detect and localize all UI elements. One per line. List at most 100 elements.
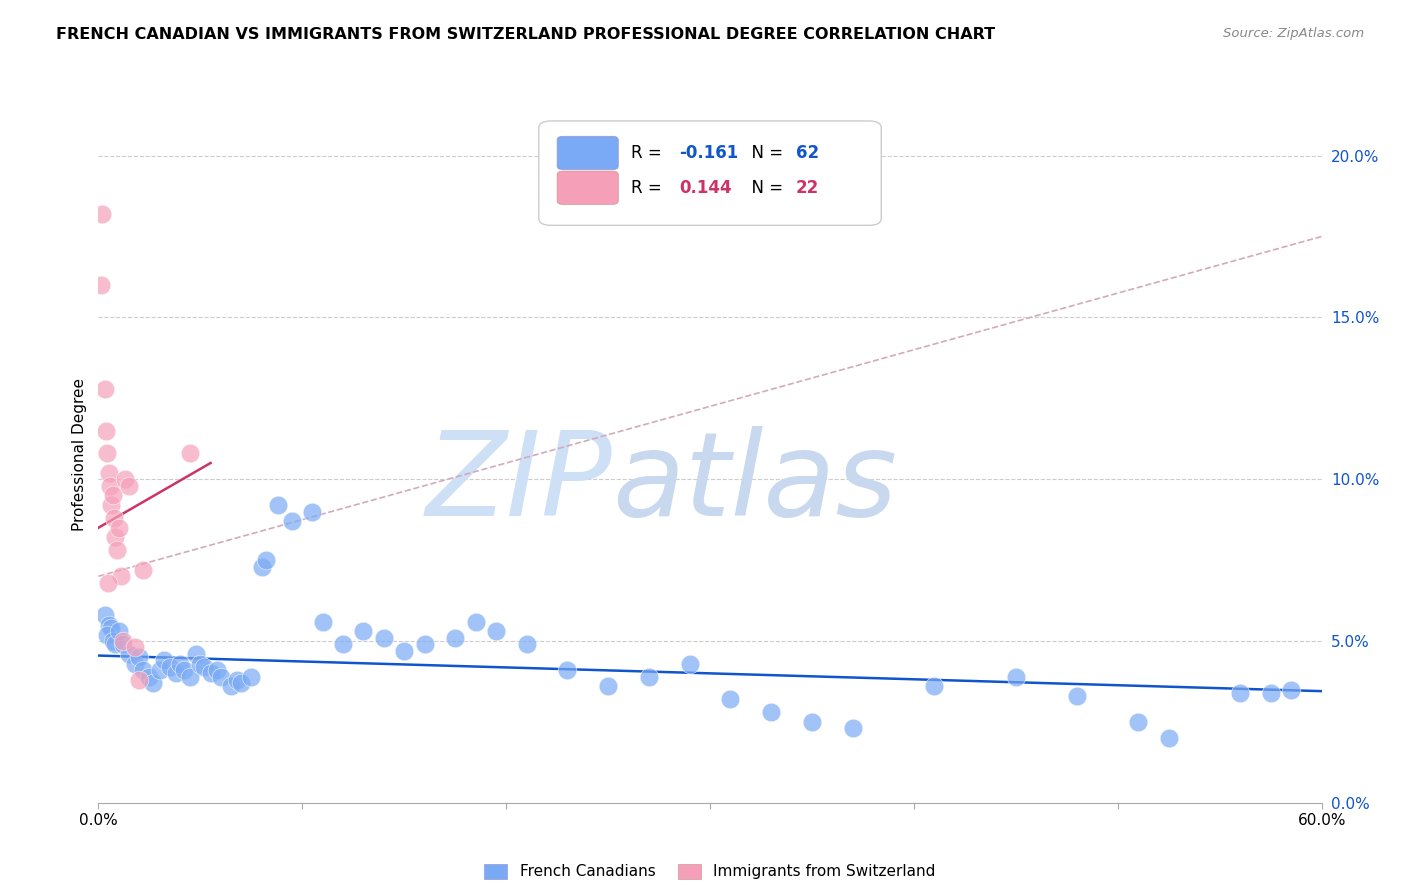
Point — [557, 663, 579, 677]
Point — [97, 617, 120, 632]
Point — [111, 634, 134, 648]
Point — [922, 679, 945, 693]
FancyBboxPatch shape — [538, 121, 882, 226]
Point — [90, 278, 112, 293]
Point — [516, 637, 538, 651]
Point — [93, 608, 115, 623]
Point — [1066, 689, 1088, 703]
Point — [132, 563, 155, 577]
Point — [188, 657, 212, 671]
Point — [301, 504, 323, 518]
Text: atlas: atlas — [612, 425, 897, 540]
Point — [1229, 686, 1251, 700]
Point — [352, 624, 374, 639]
Point — [226, 673, 249, 687]
Point — [111, 637, 134, 651]
Point — [128, 673, 150, 687]
Text: N =: N = — [741, 178, 787, 197]
Point — [128, 650, 150, 665]
Point — [94, 424, 117, 438]
Point — [240, 670, 263, 684]
Point — [118, 478, 141, 492]
Point — [159, 660, 181, 674]
FancyBboxPatch shape — [557, 171, 619, 204]
Point — [193, 660, 215, 674]
Point — [165, 666, 187, 681]
Point — [169, 657, 191, 671]
Point — [186, 647, 208, 661]
Point — [103, 511, 125, 525]
Point — [114, 472, 136, 486]
Point — [219, 679, 242, 693]
Point — [108, 624, 131, 639]
Point — [142, 676, 165, 690]
Point — [485, 624, 508, 639]
Point — [100, 498, 122, 512]
Point — [1004, 670, 1026, 684]
Point — [392, 643, 416, 657]
FancyBboxPatch shape — [557, 136, 619, 169]
Text: R =: R = — [630, 144, 666, 162]
Point — [96, 627, 118, 641]
Point — [638, 670, 661, 684]
Point — [250, 559, 273, 574]
Point — [267, 498, 290, 512]
Text: N =: N = — [741, 144, 787, 162]
Point — [413, 637, 436, 651]
Point — [179, 446, 201, 460]
Point — [98, 478, 121, 492]
Text: 0.144: 0.144 — [679, 178, 733, 197]
Legend: French Canadians, Immigrants from Switzerland: French Canadians, Immigrants from Switze… — [478, 857, 942, 886]
Point — [1279, 682, 1302, 697]
Point — [841, 722, 863, 736]
Point — [138, 670, 160, 684]
Point — [209, 670, 232, 684]
Text: 62: 62 — [796, 144, 818, 162]
Point — [444, 631, 467, 645]
Point — [173, 663, 195, 677]
Point — [205, 663, 228, 677]
Point — [104, 531, 127, 545]
Point — [254, 553, 277, 567]
Point — [124, 657, 146, 671]
Point — [596, 679, 619, 693]
Point — [679, 657, 702, 671]
Text: 22: 22 — [796, 178, 818, 197]
Point — [152, 653, 174, 667]
Point — [97, 575, 120, 590]
Point — [720, 692, 742, 706]
Point — [132, 663, 155, 677]
Text: R =: R = — [630, 178, 666, 197]
Point — [124, 640, 146, 655]
Point — [1157, 731, 1180, 745]
Point — [464, 615, 486, 629]
Text: Source: ZipAtlas.com: Source: ZipAtlas.com — [1223, 27, 1364, 40]
Point — [101, 488, 124, 502]
Point — [312, 615, 335, 629]
Point — [118, 647, 141, 661]
Text: FRENCH CANADIAN VS IMMIGRANTS FROM SWITZERLAND PROFESSIONAL DEGREE CORRELATION C: FRENCH CANADIAN VS IMMIGRANTS FROM SWITZ… — [56, 27, 995, 42]
Point — [97, 466, 120, 480]
Text: ZIP: ZIP — [426, 425, 612, 540]
Point — [104, 637, 127, 651]
Point — [100, 621, 122, 635]
Point — [373, 631, 395, 645]
Point — [179, 670, 201, 684]
Point — [801, 714, 824, 729]
Point — [332, 637, 354, 651]
Point — [101, 634, 124, 648]
Point — [96, 446, 118, 460]
Point — [759, 705, 782, 719]
Point — [91, 207, 114, 221]
Point — [281, 514, 304, 528]
Point — [1260, 686, 1282, 700]
Point — [110, 569, 132, 583]
Point — [149, 663, 172, 677]
Point — [200, 666, 222, 681]
Y-axis label: Professional Degree: Professional Degree — [72, 378, 87, 532]
Point — [93, 382, 115, 396]
Point — [108, 521, 131, 535]
Text: -0.161: -0.161 — [679, 144, 738, 162]
Point — [1128, 714, 1150, 729]
Point — [105, 543, 128, 558]
